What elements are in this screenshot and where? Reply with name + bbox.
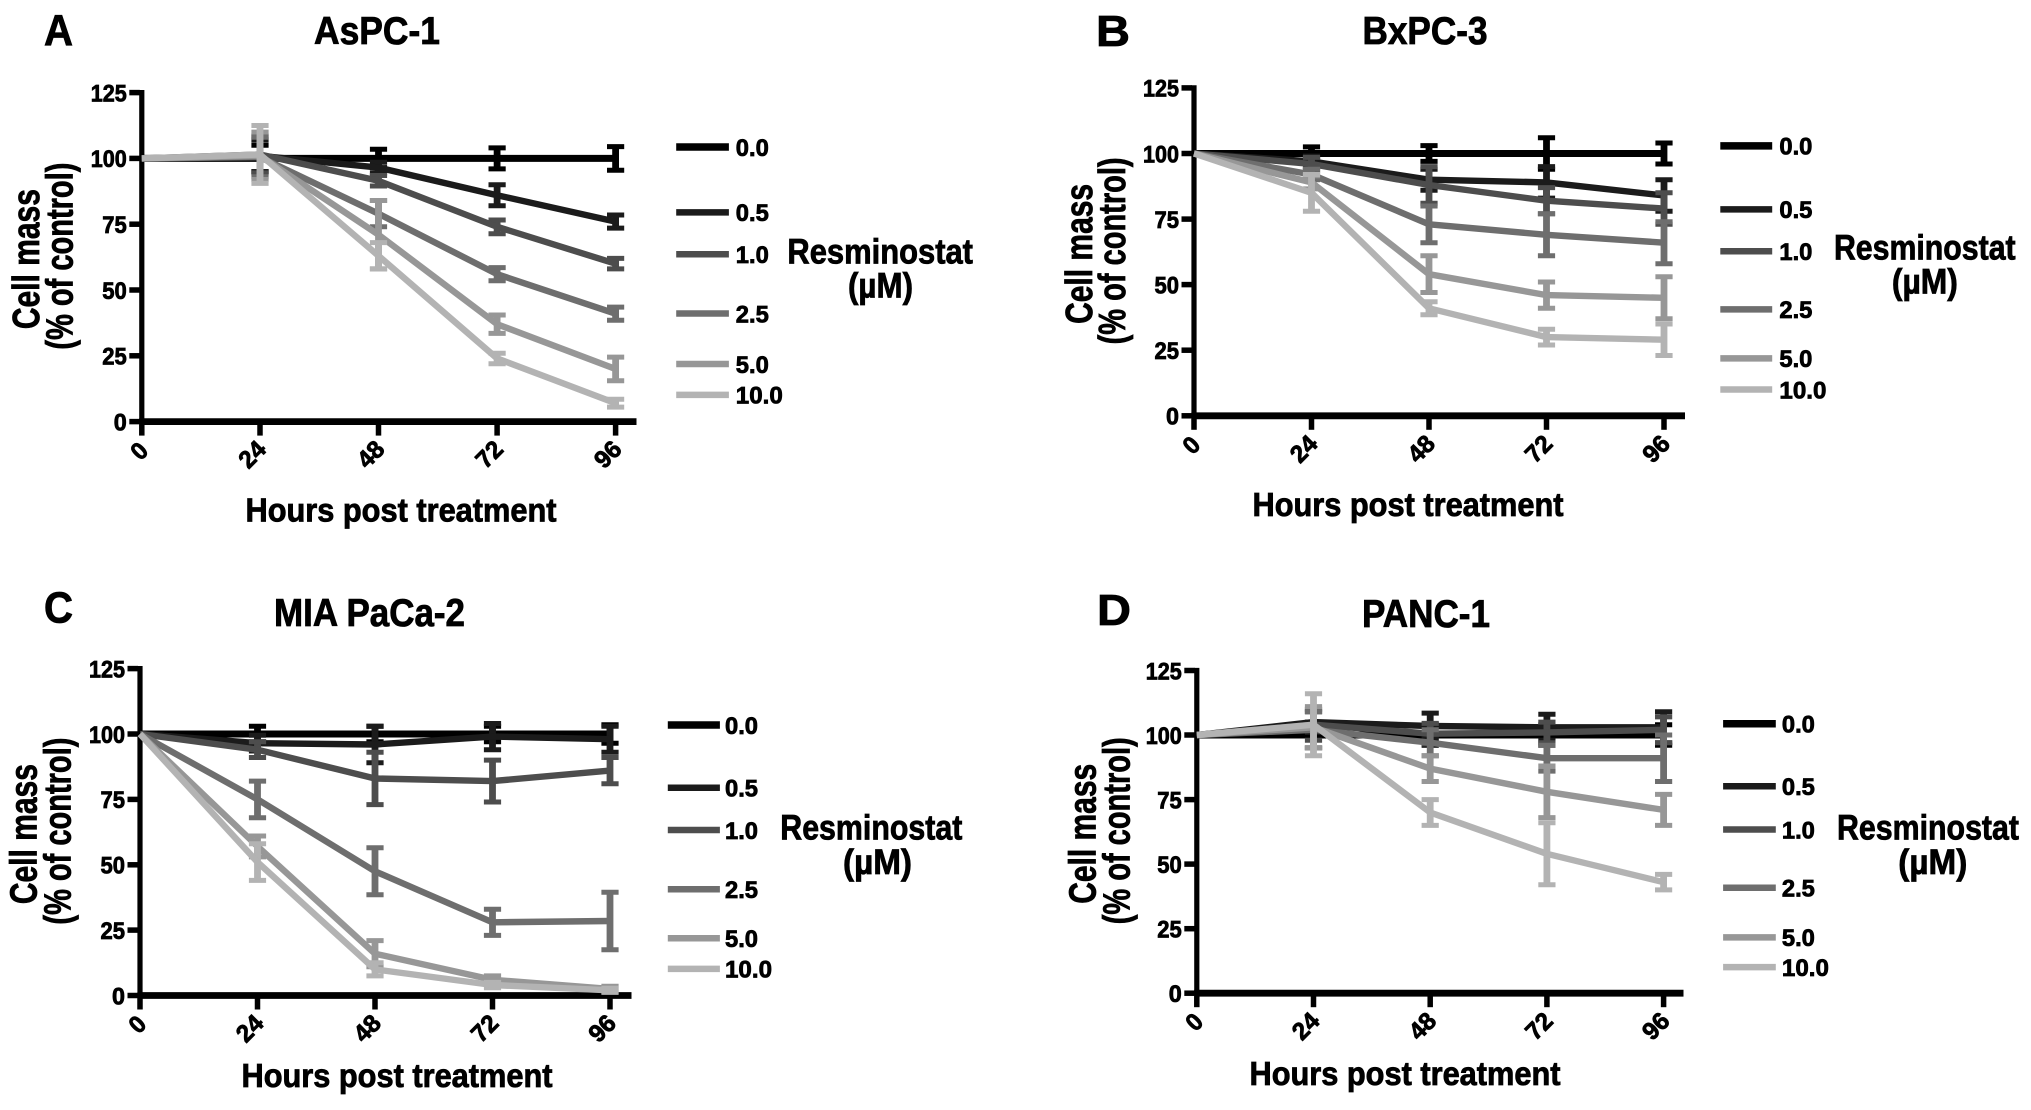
svg-text:1.0: 1.0	[725, 818, 758, 845]
svg-text:25: 25	[1155, 338, 1180, 365]
svg-text:0: 0	[112, 983, 125, 1010]
svg-text:25: 25	[1157, 917, 1182, 944]
svg-text:0.5: 0.5	[1779, 197, 1812, 224]
svg-text:1.0: 1.0	[1779, 239, 1812, 266]
svg-text:(µM): (µM)	[848, 266, 913, 306]
svg-text:B: B	[1096, 7, 1130, 56]
svg-text:0: 0	[114, 409, 127, 436]
svg-text:1.0: 1.0	[1782, 817, 1815, 844]
svg-text:100: 100	[1143, 141, 1179, 168]
svg-text:50: 50	[101, 853, 126, 880]
svg-text:(µM): (µM)	[1892, 262, 1958, 302]
svg-text:Cell mass: Cell mass	[6, 189, 48, 329]
svg-text:Hours post treatment: Hours post treatment	[1253, 486, 1564, 523]
svg-text:(µM): (µM)	[1898, 842, 1967, 882]
svg-text:5.0: 5.0	[1779, 346, 1812, 373]
svg-text:2.5: 2.5	[725, 877, 758, 904]
svg-text:125: 125	[1143, 76, 1179, 103]
svg-text:50: 50	[102, 278, 127, 305]
svg-text:Cell mass: Cell mass	[1059, 184, 1101, 324]
svg-text:Cell mass: Cell mass	[3, 764, 45, 904]
svg-text:Resminostat: Resminostat	[780, 807, 962, 847]
svg-text:0.0: 0.0	[1779, 134, 1812, 161]
svg-text:5.0: 5.0	[725, 926, 758, 953]
svg-text:Resminostat: Resminostat	[1834, 228, 2016, 268]
svg-text:125: 125	[1146, 658, 1182, 685]
svg-text:0.0: 0.0	[725, 713, 758, 740]
svg-text:125: 125	[89, 656, 125, 683]
svg-text:75: 75	[1155, 207, 1180, 234]
svg-text:125: 125	[91, 80, 127, 107]
svg-text:10.0: 10.0	[736, 383, 783, 410]
svg-text:75: 75	[1157, 787, 1182, 814]
svg-text:0: 0	[1169, 981, 1182, 1008]
svg-text:50: 50	[1157, 852, 1182, 879]
svg-text:0.5: 0.5	[1782, 774, 1815, 801]
svg-text:2.5: 2.5	[1782, 876, 1815, 903]
svg-text:Resminostat: Resminostat	[1837, 807, 2019, 847]
svg-text:5.0: 5.0	[736, 352, 769, 379]
svg-text:MIA PaCa-2: MIA PaCa-2	[274, 592, 465, 635]
svg-text:50: 50	[1155, 272, 1180, 299]
svg-text:BxPC-3: BxPC-3	[1363, 10, 1488, 53]
svg-text:10.0: 10.0	[1779, 377, 1826, 404]
svg-text:0.0: 0.0	[1782, 712, 1815, 739]
svg-text:A: A	[44, 6, 73, 55]
svg-text:1.0: 1.0	[736, 242, 769, 269]
svg-text:75: 75	[102, 212, 127, 239]
svg-text:D: D	[1097, 586, 1131, 635]
svg-text:(% of control): (% of control)	[1092, 157, 1134, 344]
svg-text:Cell mass: Cell mass	[1063, 764, 1105, 904]
svg-text:100: 100	[1146, 723, 1182, 750]
svg-text:100: 100	[89, 722, 125, 749]
svg-text:(% of control): (% of control)	[40, 163, 82, 350]
svg-text:0.5: 0.5	[736, 200, 769, 227]
svg-text:Resminostat: Resminostat	[787, 231, 973, 271]
svg-text:AsPC-1: AsPC-1	[314, 10, 440, 53]
svg-text:5.0: 5.0	[1782, 925, 1815, 952]
svg-text:(µM): (µM)	[843, 842, 912, 882]
svg-text:Hours post treatment: Hours post treatment	[246, 492, 557, 529]
svg-text:2.5: 2.5	[1779, 297, 1812, 324]
svg-text:0.5: 0.5	[725, 776, 758, 803]
svg-text:PANC-1: PANC-1	[1362, 593, 1490, 636]
svg-text:2.5: 2.5	[736, 301, 769, 328]
svg-text:10.0: 10.0	[725, 957, 772, 984]
svg-text:Hours post treatment: Hours post treatment	[1250, 1055, 1561, 1092]
svg-text:C: C	[44, 584, 73, 633]
svg-text:25: 25	[101, 918, 126, 945]
svg-text:0: 0	[1166, 404, 1179, 431]
svg-text:100: 100	[91, 146, 127, 173]
svg-text:25: 25	[102, 344, 127, 371]
svg-text:75: 75	[101, 787, 126, 814]
svg-text:10.0: 10.0	[1782, 955, 1829, 982]
svg-text:(% of control): (% of control)	[37, 738, 79, 925]
svg-text:Hours post treatment: Hours post treatment	[242, 1057, 553, 1094]
svg-text:0.0: 0.0	[736, 135, 769, 162]
svg-text:(% of control): (% of control)	[1096, 737, 1138, 924]
